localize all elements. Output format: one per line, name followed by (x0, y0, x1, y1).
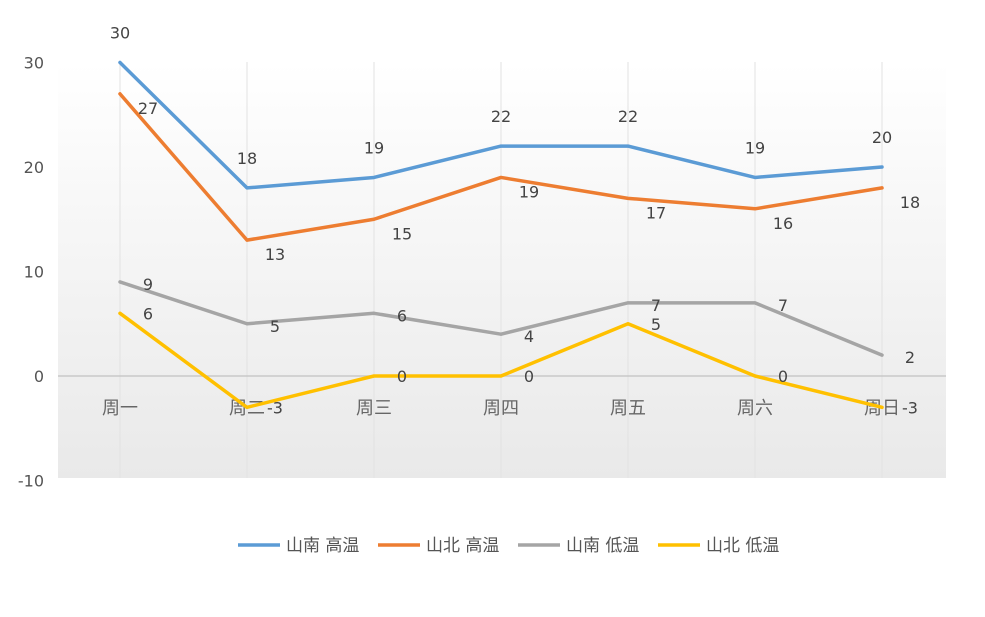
data-point (372, 175, 376, 179)
legend-label: 山南 高温 (286, 536, 359, 556)
data-label: 4 (524, 327, 534, 346)
data-point (245, 322, 249, 326)
data-label: 19 (745, 138, 765, 157)
data-label: 5 (270, 317, 280, 336)
data-label: 13 (265, 245, 285, 264)
data-point (118, 280, 122, 284)
data-label: 2 (905, 348, 915, 367)
data-label: 18 (900, 193, 920, 212)
data-point (245, 186, 249, 190)
data-point (626, 196, 630, 200)
data-point (753, 175, 757, 179)
data-point (753, 207, 757, 211)
data-point (118, 61, 122, 64)
data-point (753, 301, 757, 305)
y-tick-label: 10 (24, 263, 44, 282)
data-point (753, 374, 757, 378)
legend-label: 山北 低温 (706, 536, 779, 556)
data-label: 15 (392, 224, 412, 243)
data-label: 30 (110, 24, 130, 43)
data-point (118, 311, 122, 315)
x-tick-label: 周一 (102, 398, 138, 419)
data-label: 0 (397, 367, 407, 386)
data-label: -3 (267, 398, 283, 417)
data-label: 5 (651, 315, 661, 334)
data-label: 6 (143, 304, 153, 323)
data-label: 16 (773, 214, 793, 233)
data-label: 19 (519, 182, 539, 201)
data-label: 20 (872, 128, 892, 147)
data-point (245, 405, 249, 409)
data-label: 0 (778, 367, 788, 386)
data-point (118, 92, 122, 96)
data-point (499, 374, 503, 378)
data-point (245, 238, 249, 242)
data-point (880, 165, 884, 169)
data-point (880, 186, 884, 190)
data-label: 9 (143, 275, 153, 294)
data-label: 0 (524, 367, 534, 386)
legend-label: 山南 低温 (566, 536, 639, 556)
data-label: -3 (902, 398, 918, 417)
data-label: 22 (491, 107, 511, 126)
data-label: 27 (138, 99, 158, 118)
x-tick-label: 周四 (483, 398, 519, 419)
x-tick-label: 周五 (610, 398, 646, 419)
data-label: 22 (618, 107, 638, 126)
data-point (626, 322, 630, 326)
data-point (626, 301, 630, 305)
data-point (880, 353, 884, 357)
data-point (626, 144, 630, 148)
y-tick-label: 20 (24, 158, 44, 177)
data-point (372, 217, 376, 221)
legend-label: 山北 高温 (426, 536, 499, 556)
data-point (499, 175, 503, 179)
data-point (372, 311, 376, 315)
data-label: 18 (237, 149, 257, 168)
y-tick-label: 30 (24, 54, 44, 73)
data-point (499, 144, 503, 148)
plot-area (58, 62, 946, 478)
data-point (372, 374, 376, 378)
y-tick-label: 0 (34, 367, 44, 386)
data-label: 7 (651, 296, 661, 315)
x-tick-label: 周三 (356, 398, 392, 419)
data-label: 17 (646, 203, 666, 222)
data-label: 7 (778, 296, 788, 315)
x-tick-label: 周六 (737, 398, 773, 419)
data-label: 19 (364, 138, 384, 157)
data-label: 6 (397, 306, 407, 325)
y-tick-label: -10 (18, 472, 44, 491)
data-point (880, 405, 884, 409)
data-point (499, 332, 503, 336)
